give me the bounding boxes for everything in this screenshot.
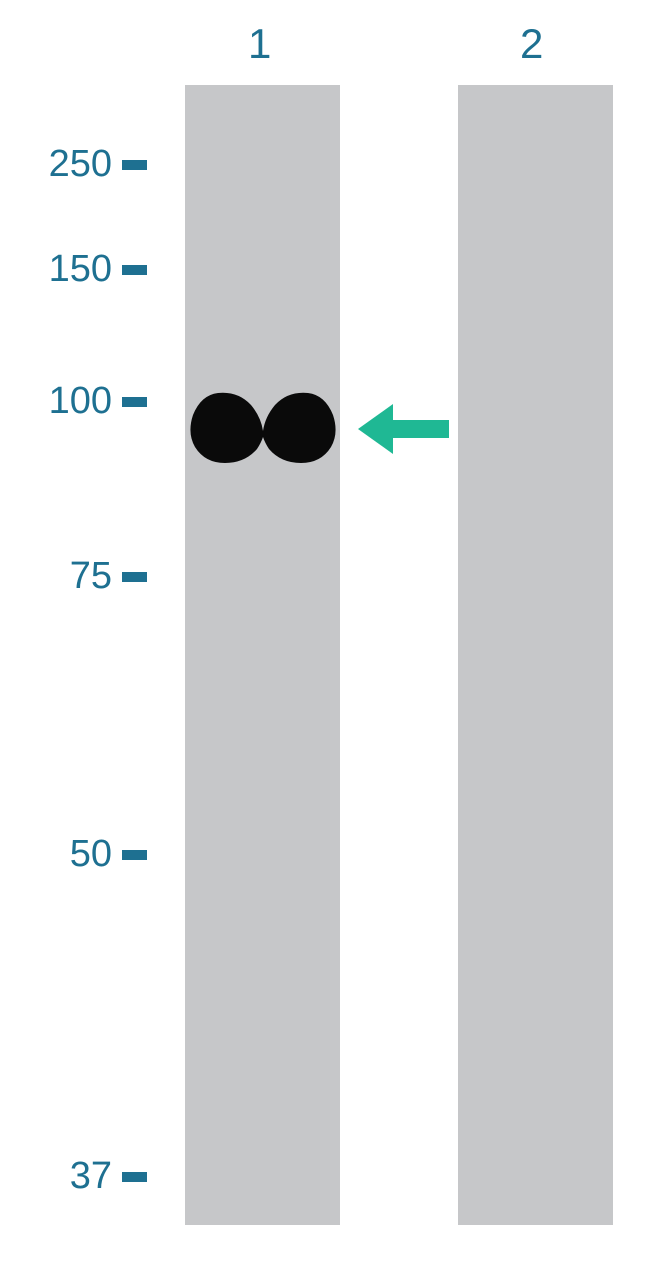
marker-tick-150 [122,265,147,275]
marker-tick-100 [122,397,147,407]
marker-tick-50 [122,850,147,860]
lane-2 [458,85,613,1225]
arrow-shaft [391,420,449,438]
lane-1-header: 1 [248,20,271,68]
marker-label-100: 100 [22,380,112,423]
blot-figure: 1 2 250 150 100 75 50 37 [0,0,650,1270]
lane-2-header: 2 [520,20,543,68]
marker-label-250: 250 [22,143,112,186]
marker-label-150: 150 [22,248,112,291]
band-1 [183,385,342,471]
marker-label-75: 75 [22,555,112,598]
marker-tick-75 [122,572,147,582]
marker-label-37: 37 [22,1155,112,1198]
marker-tick-37 [122,1172,147,1182]
arrow-head-icon [358,404,393,454]
indicator-arrow [358,404,453,454]
lane-1 [185,85,340,1225]
marker-tick-250 [122,160,147,170]
marker-label-50: 50 [22,833,112,876]
